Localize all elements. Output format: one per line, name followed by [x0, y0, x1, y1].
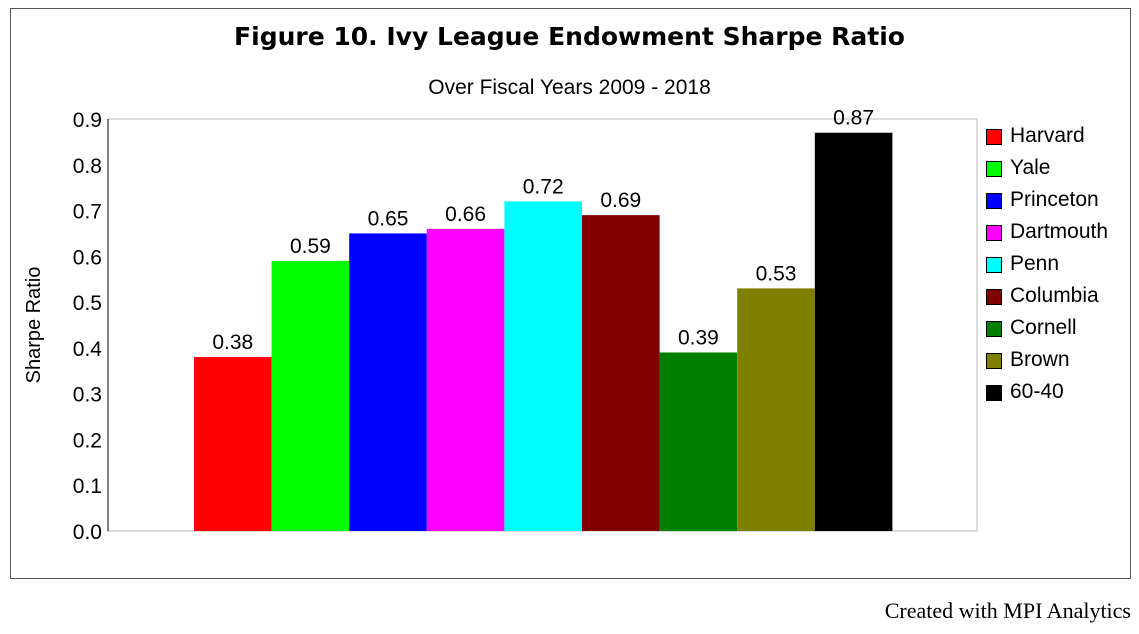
legend-label: Dartmouth [1010, 220, 1109, 243]
data-label: 0.72 [523, 175, 564, 198]
bar-dartmouth [426, 228, 505, 531]
data-label: 0.39 [678, 326, 719, 349]
legend-swatch [986, 161, 1002, 177]
legend-label: Brown [1010, 348, 1070, 371]
bar-princeton [349, 233, 427, 531]
y-axis-label: Sharpe Ratio [23, 267, 45, 384]
data-label: 0.38 [212, 331, 253, 354]
bar-brown [737, 288, 815, 531]
bar-columbia [582, 215, 660, 531]
legend-label: Harvard [1010, 124, 1085, 147]
data-label: 0.53 [756, 262, 797, 285]
data-label: 0.59 [290, 235, 331, 258]
legend-swatch [986, 225, 1002, 241]
legend-label: Columbia [1010, 284, 1099, 307]
data-label: 0.87 [833, 107, 874, 130]
legend-label: 60-40 [1010, 380, 1064, 403]
y-tick-label: 0.6 [73, 246, 102, 269]
y-tick-label: 0.1 [73, 475, 102, 498]
y-tick-label: 0.2 [73, 429, 102, 452]
data-label: 0.66 [445, 203, 486, 226]
bar-yale [271, 260, 350, 531]
legend-swatch [986, 385, 1002, 401]
y-tick-label: 0.7 [73, 201, 102, 224]
y-tick-label: 0.9 [73, 109, 102, 132]
y-tick-label: 0.8 [73, 155, 102, 178]
data-label: 0.65 [368, 207, 409, 230]
legend-label: Cornell [1010, 316, 1077, 339]
bar-penn [504, 201, 582, 531]
legend-label: Princeton [1010, 188, 1099, 211]
legend-swatch [986, 129, 1002, 145]
chart-subtitle: Over Fiscal Years 2009 - 2018 [428, 76, 711, 99]
y-tick-label: 0.5 [73, 292, 102, 315]
y-tick-label: 0.4 [73, 338, 103, 361]
legend-swatch [986, 257, 1002, 273]
bar-60-40 [814, 132, 893, 531]
y-tick-label: 0.0 [73, 521, 102, 544]
y-tick-label: 0.3 [73, 384, 102, 407]
legend-label: Penn [1010, 252, 1060, 275]
legend-label: Yale [1010, 156, 1051, 179]
chart-title: Figure 10. Ivy League Endowment Sharpe R… [234, 22, 905, 51]
legend-swatch [986, 321, 1002, 337]
legend-swatch [986, 289, 1002, 305]
bar-cornell [659, 352, 738, 531]
credit-text: Created with MPI Analytics [884, 598, 1131, 623]
data-label: 0.69 [600, 189, 641, 212]
legend-swatch [986, 193, 1002, 209]
legend-swatch [986, 353, 1002, 369]
bar-harvard [194, 357, 272, 531]
